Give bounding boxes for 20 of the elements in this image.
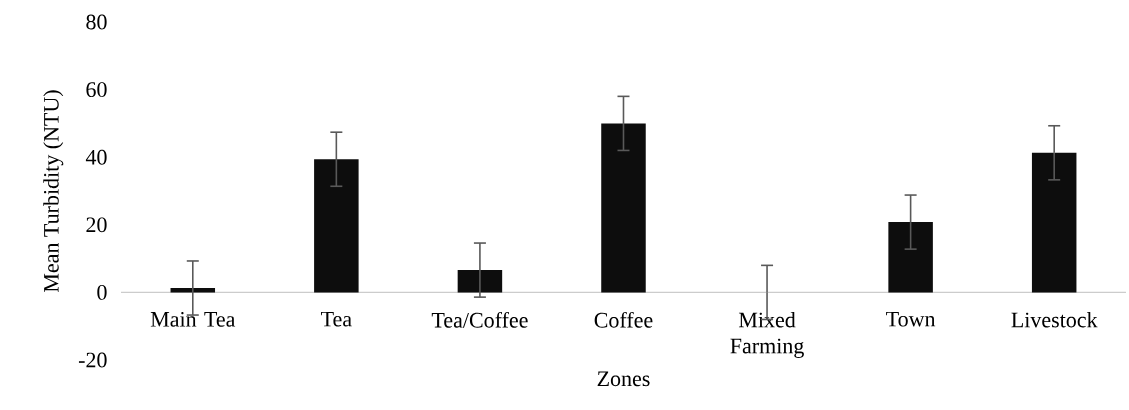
x-tick-label: Tea	[321, 311, 352, 327]
x-tick-label: Livestock	[1011, 311, 1098, 328]
x-tick-label: Tea/Coffee	[431, 311, 528, 328]
bar	[888, 222, 933, 293]
y-tick-label: 60	[86, 82, 107, 98]
x-tick-label: Main Tea	[150, 311, 236, 327]
bar	[314, 159, 359, 293]
y-tick-label: 0	[97, 284, 107, 300]
y-tick-label: 20	[86, 217, 107, 233]
y-tick-label: -20	[78, 352, 107, 368]
x-tick-label: Coffee	[594, 311, 653, 328]
x-axis-title: Zones	[597, 371, 650, 387]
bar	[457, 270, 503, 293]
y-tick-label: 80	[86, 14, 107, 30]
bar	[1031, 152, 1077, 293]
x-tick-label: Mixed Farming	[730, 311, 804, 358]
bar	[601, 123, 646, 293]
y-axis-title: Mean Turbidity (NTU)	[43, 90, 64, 292]
x-tick-label: Town	[886, 311, 936, 327]
y-tick-label: 40	[85, 149, 107, 165]
